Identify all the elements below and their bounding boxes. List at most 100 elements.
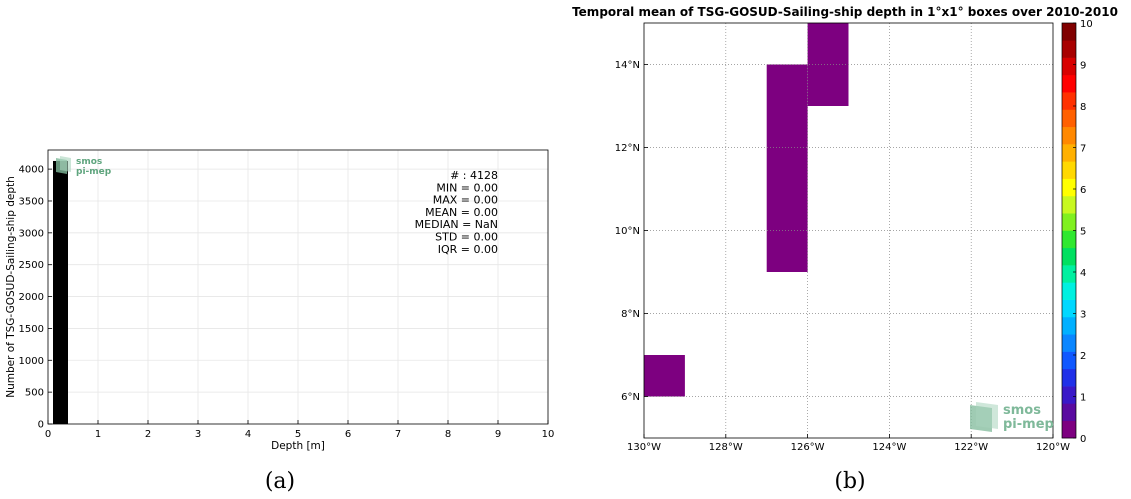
colorbar-segment	[1062, 144, 1076, 162]
logo-text-pimep: pi-mep	[1003, 417, 1054, 432]
colorbar-segment	[1062, 161, 1076, 179]
colorbar-segment	[1062, 282, 1076, 300]
colorbar-segment	[1062, 334, 1076, 352]
colorbar-segment	[1062, 40, 1076, 58]
map-cells	[644, 23, 849, 397]
logo-mark-icon	[56, 156, 71, 174]
x-tick-label: 0	[45, 429, 51, 440]
x-tick-label: 2	[145, 429, 151, 440]
y-tick-label: 1500	[19, 324, 44, 335]
colorbar-segment	[1062, 420, 1076, 439]
stat-line: STD = 0.00	[435, 231, 498, 244]
smos-pimep-logo-map: smos pi-mep	[970, 402, 1054, 432]
colorbar-segment	[1062, 178, 1076, 197]
longitude-tick-label: 120°W	[1036, 442, 1070, 453]
colorbar-tick-label: 7	[1080, 144, 1086, 155]
x-tick-label: 6	[345, 429, 351, 440]
x-tick-label: 9	[495, 429, 501, 440]
colorbar-segment	[1062, 109, 1076, 128]
panel-label-a: (a)	[265, 469, 295, 494]
logo-text-pimep: pi-mep	[76, 167, 112, 177]
logo-mark-icon	[970, 402, 998, 432]
x-tick-label: 10	[542, 429, 555, 440]
colorbar-segment	[1062, 57, 1076, 76]
x-tick-label: 8	[445, 429, 451, 440]
colorbar-tick-label: 5	[1080, 227, 1086, 238]
histogram-y-label: Number of TSG-GOSUD-Sailing-ship depth	[5, 176, 17, 398]
colorbar-segment	[1062, 247, 1076, 266]
stat-line: MIN = 0.00	[436, 181, 498, 194]
stat-line: MEAN = 0.00	[425, 206, 498, 219]
logo-text-smos: smos	[1003, 403, 1041, 418]
longitude-tick-label: 128°W	[709, 442, 743, 453]
stat-line: MEDIAN = NaN	[415, 218, 498, 231]
histogram-y-ticks: 0 500 1000 1500 2000 2500 3000 3500 4000	[19, 165, 52, 431]
colorbar-tick-label: 8	[1080, 102, 1086, 113]
colorbar-segment	[1062, 126, 1076, 145]
latitude-tick-label: 12°N	[615, 143, 640, 154]
colorbar-segment	[1062, 265, 1076, 283]
panel-label-b: (b)	[834, 469, 865, 494]
colorbar-tick-label: 0	[1080, 434, 1086, 445]
y-tick-label: 0	[38, 420, 44, 431]
stat-line: # : 4128	[450, 169, 498, 182]
map-cell	[807, 23, 849, 106]
latitude-tick-label: 6°N	[621, 392, 640, 403]
x-tick-label: 7	[395, 429, 401, 440]
histogram-x-label: Depth [m]	[271, 440, 325, 452]
stat-line: IQR = 0.00	[438, 243, 498, 256]
map-cell	[644, 355, 685, 397]
y-tick-label: 1000	[19, 356, 44, 367]
histogram-panel: 0 1 2 3 4 5 6 7 8 9 10 0 500 1000 1500 2000 2500 3000 350…	[5, 149, 555, 494]
logo-text-smos: smos	[76, 157, 102, 167]
y-tick-label: 500	[25, 388, 44, 399]
colorbar-tick-label: 10	[1080, 19, 1093, 30]
x-tick-label: 1	[95, 429, 101, 440]
colorbar-segment	[1062, 230, 1076, 249]
map-cell	[766, 64, 808, 272]
x-tick-label: 5	[295, 429, 301, 440]
latitude-tick-label: 14°N	[615, 60, 640, 71]
colorbar-tick-label: 6	[1080, 185, 1086, 196]
histogram-bar	[53, 160, 68, 424]
colorbar-segment	[1062, 351, 1076, 370]
histogram-grid	[48, 150, 548, 424]
smos-pimep-logo: smos pi-mep	[56, 156, 112, 177]
colorbar-segment	[1062, 403, 1076, 422]
map-grid	[644, 23, 1053, 438]
histogram-x-ticks: 0 1 2 3 4 5 6 7 8 9 10	[45, 420, 555, 440]
longitude-tick-label: 126°W	[791, 442, 825, 453]
colorbar-segment	[1062, 316, 1076, 335]
colorbar-tick-label: 1	[1080, 393, 1086, 404]
longitude-tick-label: 124°W	[872, 442, 906, 453]
colorbar: 0 1 2 3 4 5 6 7 8 9 10	[1061, 19, 1093, 445]
y-tick-label: 3000	[19, 228, 44, 239]
longitude-tick-label: 130°W	[627, 442, 661, 453]
colorbar-segment	[1062, 74, 1076, 93]
colorbar-segment	[1062, 23, 1076, 41]
latitude-tick-label: 8°N	[621, 309, 640, 320]
latitude-tick-label: 10°N	[615, 226, 640, 237]
colorbar-segment	[1062, 195, 1076, 214]
stat-line: MAX = 0.00	[433, 194, 498, 207]
x-tick-label: 3	[195, 429, 201, 440]
y-tick-label: 3500	[19, 196, 44, 207]
colorbar-tick-label: 2	[1080, 351, 1086, 362]
colorbar-tick-label: 4	[1080, 268, 1086, 279]
colorbar-tick-label: 9	[1080, 61, 1086, 72]
map-latitude-ticks: 6°N 8°N 10°N 12°N 14°N	[615, 60, 648, 403]
histogram-bars	[53, 160, 68, 424]
y-tick-label: 4000	[19, 165, 44, 176]
y-tick-label: 2000	[19, 292, 44, 303]
y-tick-label: 2500	[19, 260, 44, 271]
map-title: Temporal mean of TSG-GOSUD-Sailing-ship …	[572, 5, 1118, 19]
map-longitude-ticks: 130°W 128°W 126°W 124°W 122°W 120°W	[627, 434, 1070, 453]
colorbar-segment	[1062, 386, 1076, 404]
colorbar-segment	[1062, 299, 1076, 318]
colorbar-segment	[1062, 213, 1076, 231]
longitude-tick-label: 122°W	[954, 442, 988, 453]
x-tick-label: 4	[245, 429, 251, 440]
colorbar-segment	[1062, 92, 1076, 110]
